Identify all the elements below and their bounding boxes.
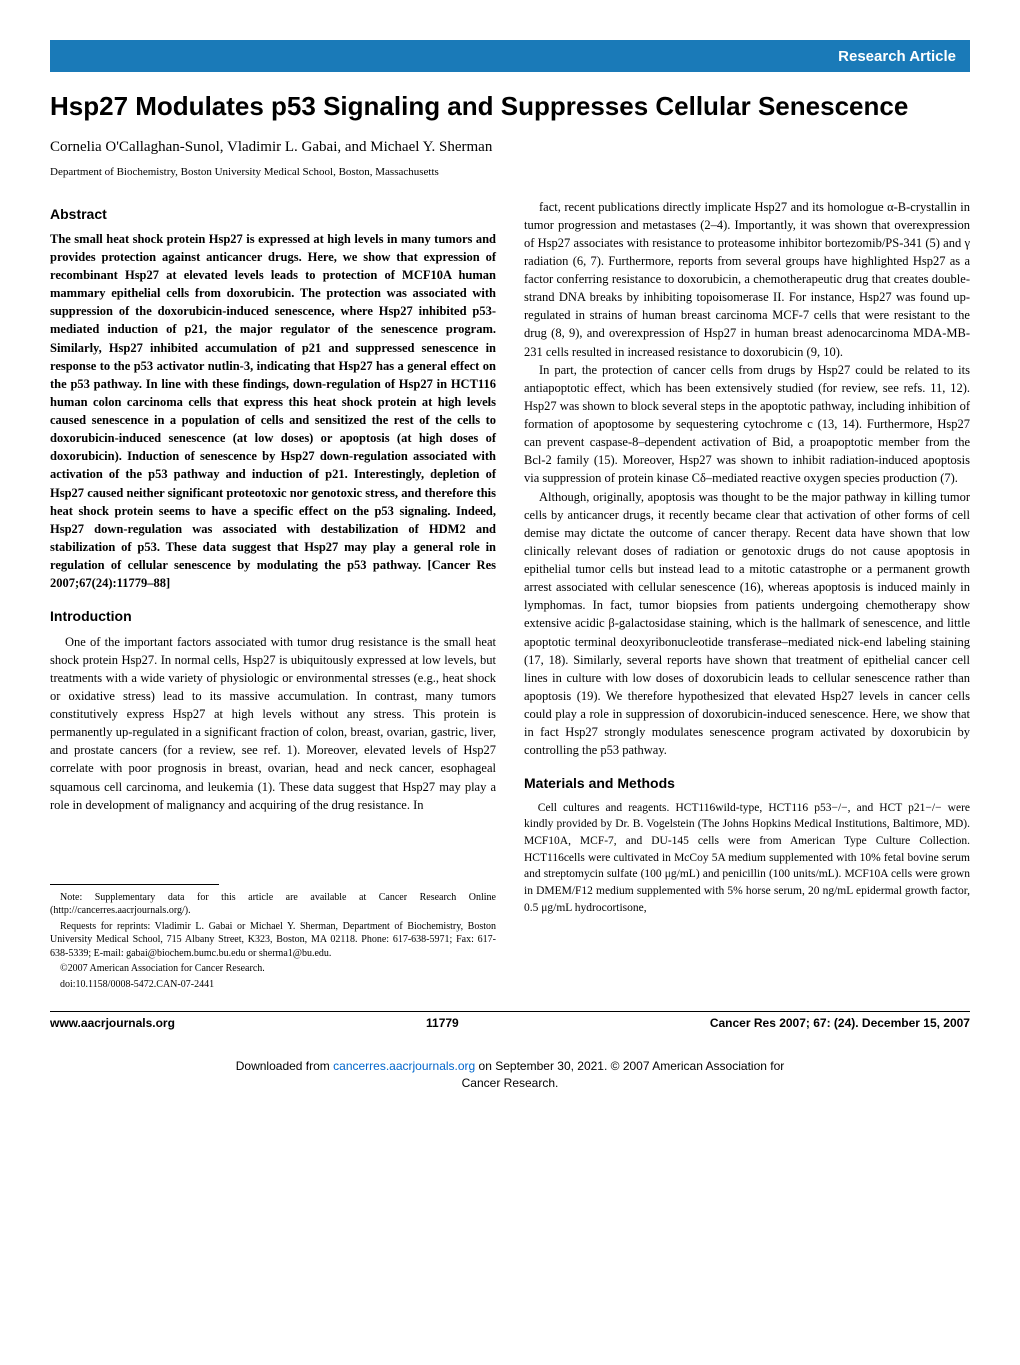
footnote-doi: doi:10.1158/0008-5472.CAN-07-2441 bbox=[50, 978, 496, 992]
affiliation: Department of Biochemistry, Boston Unive… bbox=[50, 166, 970, 178]
footer-citation: Cancer Res 2007; 67: (24). December 15, … bbox=[710, 1016, 970, 1030]
footnotes-block: Note: Supplementary data for this articl… bbox=[50, 891, 496, 992]
download-line2: Cancer Research. bbox=[462, 1076, 559, 1090]
download-prefix: Downloaded from bbox=[236, 1059, 333, 1073]
abstract-heading: Abstract bbox=[50, 204, 496, 224]
body-paragraph: In part, the protection of cancer cells … bbox=[524, 361, 970, 488]
continued-body: fact, recent publications directly impli… bbox=[524, 198, 970, 760]
footnote-copyright: ©2007 American Association for Cancer Re… bbox=[50, 962, 496, 976]
download-link[interactable]: cancerres.aacrjournals.org bbox=[333, 1059, 475, 1073]
article-type-label: Research Article bbox=[838, 48, 956, 65]
two-column-body: Abstract The small heat shock protein Hs… bbox=[50, 198, 970, 992]
article-title: Hsp27 Modulates p53 Signaling and Suppre… bbox=[50, 90, 970, 123]
intro-paragraph: One of the important factors associated … bbox=[50, 633, 496, 814]
materials-methods-text: Cell cultures and reagents. HCT116wild-t… bbox=[524, 800, 970, 917]
abstract-text: The small heat shock protein Hsp27 is ex… bbox=[50, 230, 496, 593]
body-paragraph: Although, originally, apoptosis was thou… bbox=[524, 488, 970, 760]
footer-journal-url: www.aacrjournals.org bbox=[50, 1016, 175, 1030]
author-list: Cornelia O'Callaghan-Sunol, Vladimir L. … bbox=[50, 139, 970, 156]
footnote-reprints: Requests for reprints: Vladimir L. Gabai… bbox=[50, 920, 496, 961]
footer-page-number: 11779 bbox=[426, 1016, 459, 1030]
introduction-heading: Introduction bbox=[50, 606, 496, 626]
download-notice: Downloaded from cancerres.aacrjournals.o… bbox=[50, 1058, 970, 1092]
page-footer: www.aacrjournals.org 11779 Cancer Res 20… bbox=[50, 1011, 970, 1030]
materials-methods-heading: Materials and Methods bbox=[524, 773, 970, 793]
article-type-banner: Research Article bbox=[50, 40, 970, 72]
body-paragraph: fact, recent publications directly impli… bbox=[524, 198, 970, 361]
introduction-text: One of the important factors associated … bbox=[50, 633, 496, 814]
mm-paragraph: Cell cultures and reagents. HCT116wild-t… bbox=[524, 800, 970, 917]
download-suffix: on September 30, 2021. © 2007 American A… bbox=[475, 1059, 784, 1073]
footnote-separator bbox=[50, 884, 219, 885]
footnote-supplementary: Note: Supplementary data for this articl… bbox=[50, 891, 496, 918]
